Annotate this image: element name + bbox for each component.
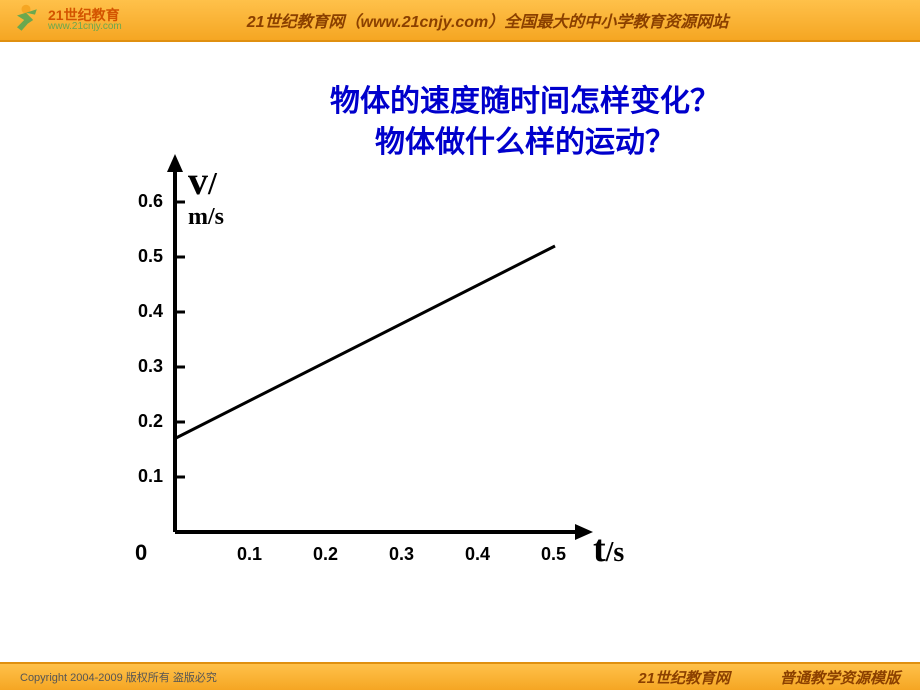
question-line1: 物体的速度随时间怎样变化？: [330, 85, 720, 118]
y-axis-label: v/ m/s: [188, 157, 224, 231]
chart-svg: [80, 147, 680, 597]
y-tick-label: 0.4: [138, 301, 163, 322]
header-bar: 21世纪教育 www.21cnjy.com 21世纪教育网（www.21cnjy…: [0, 0, 920, 42]
origin-label: 0: [135, 540, 147, 566]
logo-main-text: 21世纪教育: [48, 8, 122, 22]
y-tick-label: 0.2: [138, 411, 163, 432]
copyright-text: Copyright 2004-2009 版权所有 盗版必究: [20, 669, 217, 685]
slide-content: 物体的速度随时间怎样变化？ 物体做什么样的运动？ v/ m/s t/s 0.10…: [0, 42, 920, 662]
logo-sub-text: www.21cnjy.com: [48, 22, 122, 32]
velocity-time-chart: v/ m/s t/s 0.1 0.2 0.3 0.4 0.5 0.6 0.1 0.2 0.3 0.…: [80, 147, 680, 597]
site-title: 21世纪教育网（www.21cnjy.com）全国最大的中小学教育资源网站: [247, 8, 729, 32]
x-tick-label: 0.2: [313, 544, 338, 565]
logo: 21世纪教育 www.21cnjy.com: [0, 2, 122, 38]
x-tick-label: 0.3: [389, 544, 414, 565]
y-tick-label: 0.6: [138, 191, 163, 212]
footer-bar: Copyright 2004-2009 版权所有 盗版必究 21世纪教育网 普通…: [0, 662, 920, 690]
footer-brand: 21世纪教育网: [638, 667, 730, 688]
x-tick-label: 0.5: [541, 544, 566, 565]
y-tick-label: 0.3: [138, 356, 163, 377]
y-tick-label: 0.5: [138, 246, 163, 267]
x-tick-label: 0.4: [465, 544, 490, 565]
x-axis-label: t/s: [593, 527, 624, 571]
runner-icon: [8, 2, 44, 38]
footer-tagline: 普通教学资源模版: [780, 667, 900, 688]
x-tick-label: 0.1: [237, 544, 262, 565]
y-tick-label: 0.1: [138, 466, 163, 487]
